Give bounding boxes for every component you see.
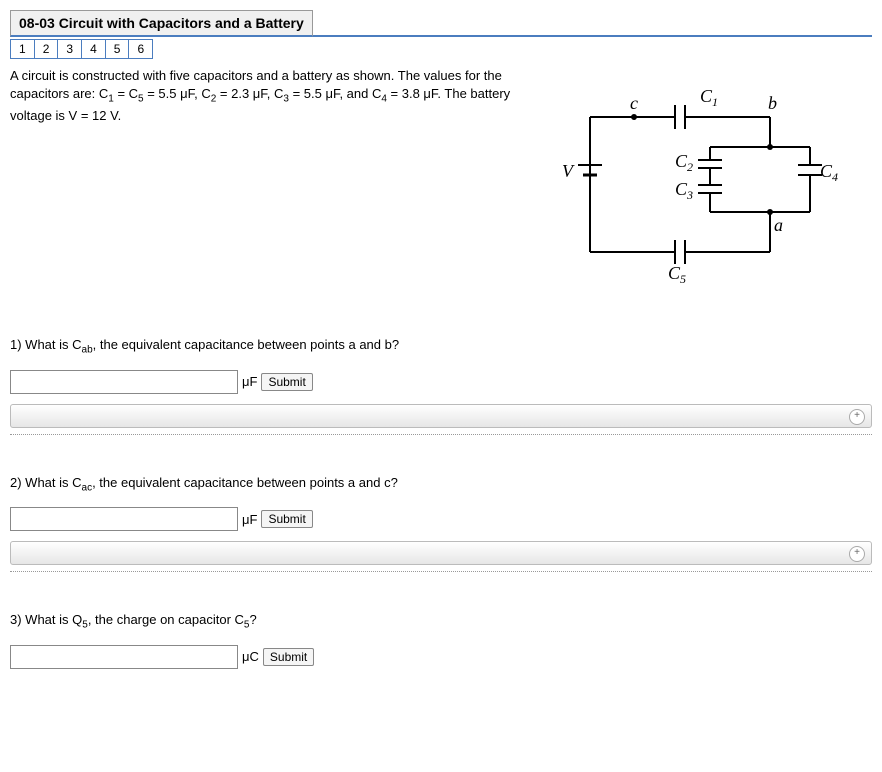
q2-submit-button[interactable]: Submit	[261, 510, 312, 528]
svg-text:C1: C1	[700, 86, 718, 109]
nav-item-2[interactable]: 2	[35, 40, 59, 58]
plus-icon: +	[849, 409, 865, 425]
label-c: c	[630, 93, 638, 113]
svg-text:C3: C3	[675, 179, 693, 202]
q1-answer-input[interactable]	[10, 370, 238, 394]
svg-text:C5: C5	[668, 263, 686, 286]
nav-item-4[interactable]: 4	[82, 40, 106, 58]
q1-unit: μF	[242, 374, 257, 389]
svg-text:C2: C2	[675, 151, 693, 174]
separator	[10, 571, 872, 572]
problem-statement: A circuit is constructed with five capac…	[10, 67, 550, 125]
nav-item-3[interactable]: 3	[58, 40, 82, 58]
question-1-text: 1) What is Cab, the equivalent capacitan…	[10, 337, 872, 356]
nav-item-6[interactable]: 6	[129, 40, 152, 58]
q1-expand-bar[interactable]: +	[10, 404, 872, 428]
question-2: 2) What is Cac, the equivalent capacitan…	[10, 475, 872, 573]
nav-item-5[interactable]: 5	[106, 40, 130, 58]
label-v: V	[562, 161, 575, 181]
q2-expand-bar[interactable]: +	[10, 541, 872, 565]
svg-text:C4: C4	[820, 161, 838, 184]
question-nav: 1 2 3 4 5 6	[10, 39, 153, 59]
label-a: a	[774, 215, 783, 235]
question-1: 1) What is Cab, the equivalent capacitan…	[10, 337, 872, 435]
question-3: 3) What is Q5, the charge on capacitor C…	[10, 612, 872, 669]
q2-unit: μF	[242, 512, 257, 527]
q2-answer-input[interactable]	[10, 507, 238, 531]
separator	[10, 434, 872, 435]
page-title: 08-03 Circuit with Capacitors and a Batt…	[10, 10, 313, 37]
q1-submit-button[interactable]: Submit	[261, 373, 312, 391]
q3-submit-button[interactable]: Submit	[263, 648, 314, 666]
circuit-diagram: V c C1 b C2 C3 C4 a C5	[550, 67, 850, 297]
nav-item-1[interactable]: 1	[11, 40, 35, 58]
question-2-text: 2) What is Cac, the equivalent capacitan…	[10, 475, 872, 494]
question-3-text: 3) What is Q5, the charge on capacitor C…	[10, 612, 872, 631]
q3-answer-input[interactable]	[10, 645, 238, 669]
q3-unit: μC	[242, 649, 259, 664]
label-b: b	[768, 93, 777, 113]
plus-icon: +	[849, 546, 865, 562]
